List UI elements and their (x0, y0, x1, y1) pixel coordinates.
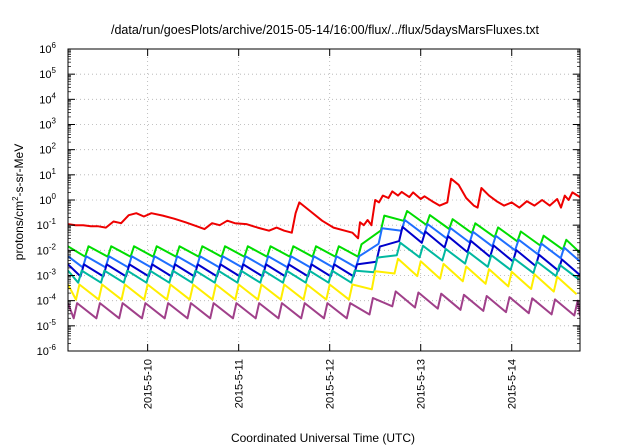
x-tick-label: 2015-5-11 (234, 359, 246, 408)
y-tick-label: 103 (39, 117, 56, 132)
x-tick-label: 2015-5-10 (143, 359, 155, 409)
series-line-6 (68, 257, 578, 301)
chart-title: /data/run/goesPlots/archive/2015-05-14/1… (111, 23, 540, 37)
y-axis: 106 105 104 103 102 101 100 10-1 10-2 10-3 10-4 10-… (37, 41, 580, 358)
series-line-1 (68, 177, 580, 240)
x-axis: 2015-5-10 2015-5-11 2015-5-12 2015-5-13 2015… (143, 49, 519, 409)
y-tick-label: 10-2 (37, 242, 57, 257)
series-line-3 (68, 219, 580, 269)
y-tick-label: 105 (39, 66, 56, 81)
y-tick-label: 100 (39, 192, 56, 207)
x-axis-label: Coordinated Universal Time (UTC) (231, 431, 415, 445)
series-group (68, 177, 580, 320)
x-tick-label: 2015-5-13 (416, 359, 428, 409)
y-tick-label: 101 (39, 167, 56, 182)
series-line-2 (68, 210, 580, 258)
y-axis-label: protons/cm2-s-sr-MeV (11, 144, 26, 260)
series-line-7 (68, 290, 580, 320)
x-tick-label: 2015-5-14 (507, 359, 519, 409)
y-tick-label: 106 (39, 41, 56, 56)
y-tick-label: 102 (39, 142, 56, 157)
y-tick-label: 10-1 (37, 217, 57, 232)
y-tick-label: 104 (39, 91, 56, 106)
y-tick-label: 10-6 (37, 343, 57, 358)
series-line-5 (68, 241, 580, 284)
y-tick-label: 10-3 (37, 268, 57, 283)
y-tick-label: 10-4 (37, 293, 57, 308)
y-tick-label: 10-5 (37, 318, 57, 333)
x-tick-label: 2015-5-12 (325, 359, 337, 409)
